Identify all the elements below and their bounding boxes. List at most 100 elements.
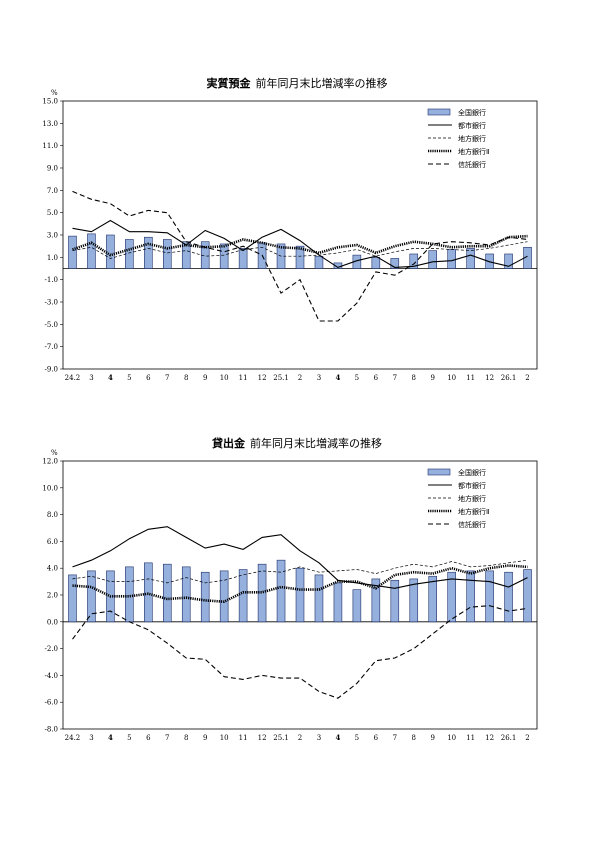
bar-6 [144, 562, 153, 623]
chart-title-rest: 前年同月末比増減率の推移 [256, 76, 388, 90]
legend-label: 地方銀行 [458, 494, 486, 503]
y-tick-label: 4.0 [47, 565, 58, 573]
x-tick-label: 6 [374, 734, 379, 742]
legend-label: 都市銀行 [458, 481, 486, 490]
x-tick-label: 2 [298, 374, 302, 382]
bar-7 [162, 563, 172, 623]
bar-9 [200, 241, 210, 269]
y-tick-label: 8.0 [47, 511, 58, 519]
x-tick-label: 12 [258, 374, 267, 382]
y-tick-label: 13.0 [42, 120, 58, 128]
y-tick-label: 7.0 [47, 187, 58, 195]
bar-5 [352, 589, 362, 623]
bar-11 [238, 569, 248, 623]
bar-7 [390, 579, 400, 623]
bar-12 [485, 570, 494, 623]
bar-26.1 [504, 571, 513, 623]
y-tick-label: -8.0 [45, 726, 59, 734]
x-tick-label: 2 [525, 734, 529, 742]
bar-3 [87, 233, 96, 269]
x-tick-label: 2 [525, 374, 529, 382]
series-line-2 [72, 564, 528, 604]
legend-label: 地方銀行Ⅱ [458, 507, 489, 516]
chart-title: 貸出金 前年同月末比増減率の推移 [211, 436, 382, 450]
bar-10 [447, 249, 456, 269]
bar-4 [333, 582, 343, 623]
series-line-1 [72, 241, 528, 259]
deposits-chart: 実質預金 前年同月末比増減率の推移% 15.0 13.0 11.0 9.0 7.0 5.0 3.… [0, 75, 595, 395]
bar-6 [144, 236, 153, 269]
x-tick-label: 7 [165, 734, 169, 742]
x-tick-label: 4 [335, 733, 340, 742]
y-tick-label: -4.0 [45, 672, 59, 680]
x-tick-label: 11 [239, 734, 248, 742]
x-tick-label: 12 [485, 734, 494, 742]
bar-3 [314, 255, 324, 269]
chart-title-bold: 貸出金 [211, 436, 246, 450]
x-tick-label: 5 [355, 374, 359, 382]
x-tick-label: 11 [239, 374, 248, 382]
x-tick-label: 5 [127, 374, 131, 382]
x-tick-label: 5 [127, 734, 131, 742]
x-tick-label: 10 [447, 374, 456, 382]
x-tick-label: 26.1 [501, 734, 517, 742]
x-tick-label: 7 [393, 734, 397, 742]
bar-8 [409, 578, 419, 623]
y-tick-label: -6.0 [45, 699, 59, 707]
x-tick-label: 3 [317, 374, 321, 382]
x-tick-label: 12 [485, 374, 494, 382]
x-tick-label: 4 [108, 733, 113, 742]
bar-6 [371, 578, 381, 623]
x-tick-label: 4 [108, 373, 113, 382]
deposits-chart-svg: 実質預金 前年同月末比増減率の推移%15.0 13.0 11.0 9.0 7.0 5.0 3.… [42, 76, 538, 382]
series-line-3 [72, 190, 528, 322]
legend-label: 信託銀行 [458, 520, 486, 529]
bar-7 [162, 239, 172, 269]
y-tick-label: 11.0 [42, 142, 58, 150]
bar-6 [371, 257, 381, 269]
x-tick-label: 6 [146, 734, 151, 742]
y-unit-label: % [51, 449, 58, 457]
x-tick-label: 3 [89, 734, 93, 742]
bar-10 [447, 571, 456, 623]
y-tick-label: 10.0 [42, 484, 58, 492]
series-line-2 [72, 234, 528, 257]
bar-9 [428, 250, 438, 269]
y-tick-label: 3.0 [47, 232, 58, 240]
x-tick-label: 4 [335, 373, 340, 382]
y-tick-label: 6.0 [47, 538, 58, 546]
bar-24.2 [68, 235, 77, 269]
x-tick-label: 3 [89, 374, 93, 382]
y-tick-label: -5.0 [45, 321, 59, 329]
y-tick-label: 1.0 [47, 254, 58, 262]
bar-5 [125, 566, 134, 623]
y-tick-label: 12.0 [42, 458, 58, 466]
x-tick-label: 11 [466, 374, 475, 382]
y-tick-label: -7.0 [45, 343, 59, 351]
series-line-0 [72, 526, 528, 589]
bar-10 [219, 243, 229, 269]
legend-label: 地方銀行 [458, 134, 486, 143]
y-tick-label: 9.0 [47, 165, 58, 173]
legend-swatch [427, 468, 451, 476]
bar-9 [200, 571, 210, 623]
x-tick-label: 2 [298, 734, 302, 742]
bar-10 [219, 570, 229, 623]
chart-title-rest: 前年同月末比増減率の推移 [250, 436, 382, 450]
series-line-1 [72, 559, 528, 584]
bar-12 [257, 563, 267, 623]
legend-label: 都市銀行 [458, 121, 486, 130]
y-tick-label: 15.0 [42, 98, 58, 106]
x-tick-label: 9 [430, 374, 434, 382]
x-tick-label: 9 [430, 734, 434, 742]
chart-title: 実質預金 前年同月末比増減率の推移 [207, 76, 388, 90]
y-tick-label: 0.0 [47, 618, 58, 626]
loans-chart-svg: 貸出金 前年同月末比増減率の推移%12.0 10.0 8.0 6.0 4.0 2.0 0.0 -… [42, 436, 538, 742]
bar-7 [390, 258, 400, 269]
x-tick-label: 5 [355, 734, 359, 742]
bar-2 [523, 569, 532, 623]
x-tick-label: 7 [393, 374, 397, 382]
y-tick-label: -2.0 [45, 645, 59, 653]
legend-label: 地方銀行Ⅱ [458, 147, 489, 156]
bar-25.1 [276, 559, 286, 623]
